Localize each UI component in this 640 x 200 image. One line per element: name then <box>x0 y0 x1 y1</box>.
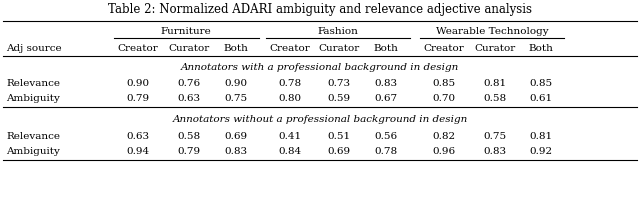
Text: Curator: Curator <box>319 44 360 52</box>
Text: 0.90: 0.90 <box>224 79 247 87</box>
Text: 0.94: 0.94 <box>126 146 149 155</box>
Text: 0.82: 0.82 <box>432 131 455 140</box>
Text: Curator: Curator <box>474 44 515 52</box>
Text: Wearable Technology: Wearable Technology <box>436 27 548 35</box>
Text: Creator: Creator <box>269 44 310 52</box>
Text: Relevance: Relevance <box>6 79 60 87</box>
Text: 0.69: 0.69 <box>224 131 247 140</box>
Text: 0.80: 0.80 <box>278 94 301 102</box>
Text: 0.75: 0.75 <box>224 94 247 102</box>
Text: Ambiguity: Ambiguity <box>6 94 60 102</box>
Text: 0.61: 0.61 <box>529 94 552 102</box>
Text: 0.69: 0.69 <box>328 146 351 155</box>
Text: Curator: Curator <box>168 44 209 52</box>
Text: 0.59: 0.59 <box>328 94 351 102</box>
Text: 0.96: 0.96 <box>432 146 455 155</box>
Text: 0.76: 0.76 <box>177 79 200 87</box>
Text: Annotators without a professional background in design: Annotators without a professional backgr… <box>172 115 468 123</box>
Text: 0.73: 0.73 <box>328 79 351 87</box>
Text: 0.58: 0.58 <box>483 94 506 102</box>
Text: 0.63: 0.63 <box>126 131 149 140</box>
Text: Table 2: Normalized ADARI ambiguity and relevance adjective analysis: Table 2: Normalized ADARI ambiguity and … <box>108 3 532 15</box>
Text: 0.78: 0.78 <box>278 79 301 87</box>
Text: 0.63: 0.63 <box>177 94 200 102</box>
Text: 0.85: 0.85 <box>529 79 552 87</box>
Text: 0.84: 0.84 <box>278 146 301 155</box>
Text: Both: Both <box>374 44 398 52</box>
Text: Adj source: Adj source <box>6 44 62 52</box>
Text: 0.85: 0.85 <box>432 79 455 87</box>
Text: 0.56: 0.56 <box>374 131 397 140</box>
Text: Furniture: Furniture <box>161 27 212 35</box>
Text: Both: Both <box>529 44 553 52</box>
Text: 0.92: 0.92 <box>529 146 552 155</box>
Text: 0.70: 0.70 <box>432 94 455 102</box>
Text: Creator: Creator <box>117 44 158 52</box>
Text: 0.79: 0.79 <box>177 146 200 155</box>
Text: 0.81: 0.81 <box>529 131 552 140</box>
Text: Both: Both <box>223 44 248 52</box>
Text: Fashion: Fashion <box>317 27 358 35</box>
Text: Creator: Creator <box>423 44 464 52</box>
Text: 0.81: 0.81 <box>483 79 506 87</box>
Text: 0.78: 0.78 <box>374 146 397 155</box>
Text: 0.41: 0.41 <box>278 131 301 140</box>
Text: 0.90: 0.90 <box>126 79 149 87</box>
Text: 0.75: 0.75 <box>483 131 506 140</box>
Text: 0.51: 0.51 <box>328 131 351 140</box>
Text: 0.83: 0.83 <box>224 146 247 155</box>
Text: 0.83: 0.83 <box>374 79 397 87</box>
Text: 0.67: 0.67 <box>374 94 397 102</box>
Text: 0.58: 0.58 <box>177 131 200 140</box>
Text: 0.83: 0.83 <box>483 146 506 155</box>
Text: Relevance: Relevance <box>6 131 60 140</box>
Text: Ambiguity: Ambiguity <box>6 146 60 155</box>
Text: 0.79: 0.79 <box>126 94 149 102</box>
Text: Annotators with a professional background in design: Annotators with a professional backgroun… <box>181 63 459 71</box>
